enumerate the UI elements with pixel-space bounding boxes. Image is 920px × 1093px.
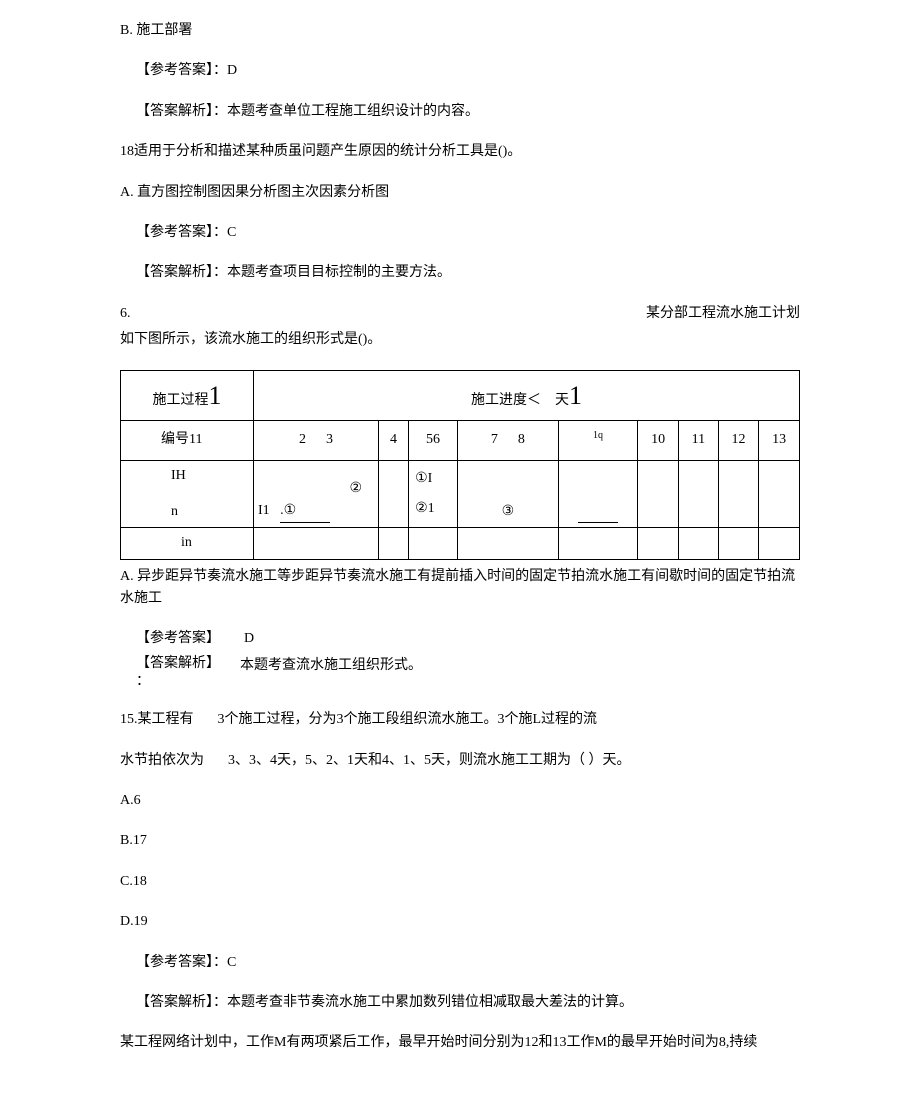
q6-number: 6. <box>120 303 131 325</box>
header-unit: 天 <box>555 393 569 408</box>
explain-label: 【答案解析】： <box>136 265 227 280</box>
q15-answer: 【参考答案】：C <box>120 952 800 974</box>
explain-label: 【答案解析】 ： <box>136 655 220 691</box>
circled-1I: ①I <box>415 468 432 490</box>
cell-13 <box>759 460 800 528</box>
header-process-text: 施工过程 <box>153 393 209 408</box>
q15-part1a: 15.某工程有 <box>120 709 194 731</box>
circled-3: ③ <box>502 501 515 523</box>
q17-answer: 【参考答案】：D <box>120 60 800 82</box>
header-process: 施工过程1 <box>121 370 254 421</box>
explain-label: 【答案解析】： <box>136 995 227 1010</box>
cell <box>379 528 409 559</box>
header-progress-text: 施工进度＜ <box>471 393 541 408</box>
answer-value: C <box>227 225 236 240</box>
schedule-table: 施工过程1 施工进度＜ 天1 编号11 23 4 56 78 1q 10 11 … <box>120 370 800 560</box>
process-in: in <box>121 528 254 559</box>
col-10: 10 <box>638 421 679 460</box>
process-IH-n: IH n <box>121 460 254 528</box>
col-12: 12 <box>718 421 759 460</box>
cell-12 <box>718 460 759 528</box>
q18-answer: 【参考答案】：C <box>120 222 800 244</box>
col-number-label: 编号11 <box>121 421 254 460</box>
cell-4 <box>379 460 409 528</box>
q6-options: A. 异步距异节奏流水施工等步距异节奏流水施工有提前插入时间的固定节拍流水施工有… <box>120 566 800 611</box>
q6-stem-line2: 如下图所示，该流水施工的组织形式是()。 <box>120 329 800 351</box>
cell <box>458 528 559 559</box>
col-7-8: 78 <box>458 421 559 460</box>
explain-text: 本题考查流水施工组织形式。 <box>240 655 800 677</box>
label-n: n <box>171 501 247 523</box>
col-13: 13 <box>759 421 800 460</box>
q18-option-a: A. 直方图控制图因果分析图主次因素分析图 <box>120 182 800 204</box>
q6-stem-line1: 6. 某分部工程流水施工计划 <box>120 303 800 325</box>
explain-text: 本题考查单位工程施工组织设计的内容。 <box>227 104 479 119</box>
circled-2: ② <box>349 478 362 500</box>
q15-option-b: B.17 <box>120 830 800 852</box>
cell-10 <box>638 460 679 528</box>
q18-stem: 18适用于分析和描述某种质虽问题产生原因的统计分析工具是()。 <box>120 141 800 163</box>
big-one: 1 <box>209 381 222 410</box>
answer-value: C <box>227 955 236 970</box>
q15-part2b: 3、3、4天，5、2、1天和4、1、5天，则流水施工工期为（ ）天。 <box>228 750 631 772</box>
answer-label: 【参考答案】 <box>136 628 220 650</box>
cell-11 <box>678 460 718 528</box>
q15-option-d: D.19 <box>120 911 800 933</box>
q15-explain: 【答案解析】：本题考查非节奏流水施工中累加数列错位相减取最大差法的计算。 <box>120 992 800 1014</box>
cell <box>409 528 458 559</box>
col-4: 4 <box>379 421 409 460</box>
q15-option-c: C.18 <box>120 871 800 893</box>
cell-1q <box>558 460 638 528</box>
label-IH: IH <box>171 465 247 487</box>
big-one-b: 1 <box>569 381 582 410</box>
q6-answer: 【参考答案】 D <box>120 628 800 650</box>
answer-label: 【参考答案】： <box>136 955 227 970</box>
cell <box>678 528 718 559</box>
cell-23: ② I1 .① <box>254 460 379 528</box>
answer-label: 【参考答案】： <box>136 63 227 78</box>
cell-56: ①I ②1 <box>409 460 458 528</box>
q6-stem-right: 某分部工程流水施工计划 <box>646 303 800 325</box>
circled-1: .① <box>280 500 296 522</box>
q18-explain: 【答案解析】：本题考查项目目标控制的主要方法。 <box>120 262 800 284</box>
cell <box>558 528 638 559</box>
q-last-stem: 某工程网络计划中，工作M有两项紧后工作，最早开始时间分别为12和13工作M的最早… <box>120 1032 800 1054</box>
col-56: 56 <box>409 421 458 460</box>
q15-option-a: A.6 <box>120 790 800 812</box>
explain-label: 【答案解析】： <box>136 104 227 119</box>
answer-label: 【参考答案】： <box>136 225 227 240</box>
cell <box>718 528 759 559</box>
col-1q: 1q <box>558 421 638 460</box>
q15-part2a: 水节拍依次为 <box>120 750 204 772</box>
q17-explain: 【答案解析】：本题考查单位工程施工组织设计的内容。 <box>120 101 800 123</box>
explain-text: 本题考查非节奏流水施工中累加数列错位相减取最大差法的计算。 <box>227 995 633 1010</box>
q15-stem-line2: 水节拍依次为 3、3、4天，5、2、1天和4、1、5天，则流水施工工期为（ ）天… <box>120 750 800 772</box>
cell-I1: I1 <box>258 503 270 518</box>
answer-value: D <box>227 63 237 78</box>
table-row: 编号11 23 4 56 78 1q 10 11 12 13 <box>121 421 800 460</box>
cell <box>638 528 679 559</box>
answer-value: D <box>244 628 254 650</box>
q17-option-b: B. 施工部署 <box>120 20 800 42</box>
header-progress: 施工进度＜ 天1 <box>254 370 800 421</box>
q6-explain: 【答案解析】 ： 本题考查流水施工组织形式。 <box>120 655 800 691</box>
circled-21: ②1 <box>415 498 435 520</box>
cell-78: ③ <box>458 460 559 528</box>
q15-stem-line1: 15.某工程有 3个施工过程，分为3个施工段组织流水施工。3个施L过程的流 <box>120 709 800 731</box>
col-11: 11 <box>678 421 718 460</box>
table-row: 施工过程1 施工进度＜ 天1 <box>121 370 800 421</box>
q15-part1b: 3个施工过程，分为3个施工段组织流水施工。3个施L过程的流 <box>218 709 598 731</box>
explain-text: 本题考查项目目标控制的主要方法。 <box>227 265 451 280</box>
table-row: in <box>121 528 800 559</box>
cell <box>759 528 800 559</box>
cell <box>254 528 379 559</box>
col-2-3: 23 <box>254 421 379 460</box>
